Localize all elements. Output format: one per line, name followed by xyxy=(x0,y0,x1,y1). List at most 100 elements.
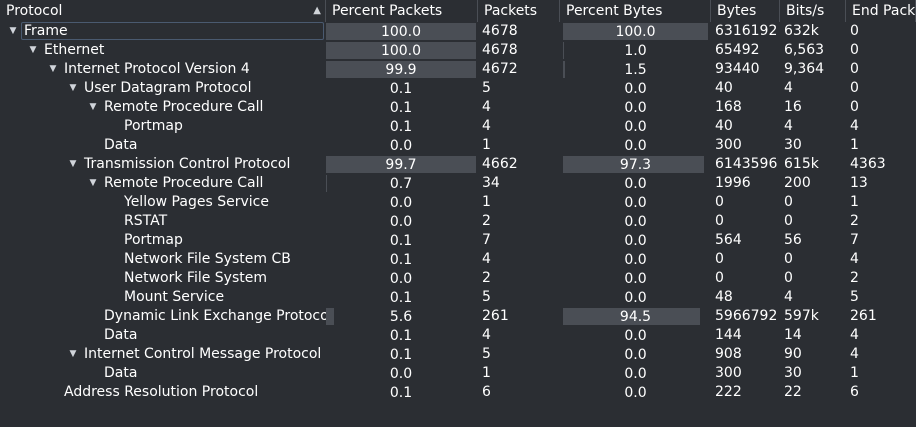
tree-row[interactable]: Mount Service 0.1 5 0.0 48 4 5 xyxy=(0,288,916,307)
column-header-protocol[interactable]: Protocol ▲ xyxy=(0,0,326,22)
protocol-cell[interactable]: Dynamic Link Exchange Protocol xyxy=(0,307,326,326)
protocol-cell[interactable]: ▼ Internet Protocol Version 4 xyxy=(0,60,326,79)
protocol-cell[interactable]: Address Resolution Protocol xyxy=(0,383,326,402)
bits-cell: 30 xyxy=(784,365,802,381)
bits-cell: 16 xyxy=(784,99,802,115)
protocol-cell[interactable]: Yellow Pages Service xyxy=(0,193,326,212)
protocol-name: User Datagram Protocol xyxy=(84,80,252,96)
column-header-packets[interactable]: Packets xyxy=(478,0,560,22)
end-packets-cell: 5 xyxy=(850,289,859,305)
end-packets-cell: 7 xyxy=(850,232,859,248)
percent-packets-bar-fill xyxy=(326,156,476,173)
percent-packets-cell: 0.7 xyxy=(326,174,478,193)
expand-arrow-icon[interactable]: ▼ xyxy=(89,102,97,112)
tree-row[interactable]: Network File System 0.0 2 0.0 0 0 2 xyxy=(0,269,916,288)
percent-bytes-cell: 0.0 xyxy=(563,193,714,212)
percent-packets-cell: 0.0 xyxy=(326,136,478,155)
protocol-cell[interactable]: Data xyxy=(0,364,326,383)
bytes-cell: 0 xyxy=(715,213,724,229)
end-packets-cell: 1 xyxy=(850,365,859,381)
percent-bytes-bar: 0.0 xyxy=(563,137,708,154)
expand-arrow-icon[interactable]: ▼ xyxy=(49,64,57,74)
tree-row[interactable]: Dynamic Link Exchange Protocol 5.6 261 94.5… xyxy=(0,307,916,326)
protocol-cell[interactable]: RSTAT xyxy=(0,212,326,231)
bits-cell: 632k xyxy=(784,23,819,39)
protocol-cell[interactable]: ▼ Ethernet xyxy=(0,41,326,60)
tree-row[interactable]: RSTAT 0.0 2 0.0 0 0 2 xyxy=(0,212,916,231)
column-header-end-packets[interactable]: End Packets xyxy=(846,0,916,22)
column-header-pct-packets[interactable]: Percent Packets xyxy=(326,0,478,22)
percent-bytes-value: 0.0 xyxy=(624,347,647,363)
tree-row[interactable]: Portmap 0.1 4 0.0 40 4 4 xyxy=(0,117,916,136)
protocol-cell[interactable]: ▼ Frame xyxy=(0,22,326,41)
packets-cell: 5 xyxy=(482,289,491,305)
percent-packets-value: 99.9 xyxy=(385,62,417,78)
percent-bytes-cell: 1.0 xyxy=(563,41,714,60)
tree-row[interactable]: Portmap 0.1 7 0.0 564 56 7 xyxy=(0,231,916,250)
end-packets-cell: 2 xyxy=(850,270,859,286)
tree-row[interactable]: Network File System CB 0.1 4 0.0 0 0 4 xyxy=(0,250,916,269)
tree-row[interactable]: ▼ Frame 100.0 4678 100.0 6316192 632k 0 xyxy=(0,22,916,41)
protocol-cell[interactable]: Mount Service xyxy=(0,288,326,307)
selection-highlight xyxy=(21,22,324,40)
protocol-cell[interactable]: Network File System CB xyxy=(0,250,326,269)
percent-packets-value: 0.1 xyxy=(389,385,413,401)
bits-cell: 4 xyxy=(784,80,793,96)
packets-cell: 4 xyxy=(482,99,491,115)
bytes-cell: 5966792 xyxy=(715,308,778,324)
expand-arrow-icon[interactable]: ▼ xyxy=(29,45,37,55)
percent-bytes-cell: 0.0 xyxy=(563,98,714,117)
percent-packets-value: 0.0 xyxy=(389,366,413,382)
tree-row[interactable]: Yellow Pages Service 0.0 1 0.0 0 0 1 xyxy=(0,193,916,212)
expand-arrow-icon[interactable]: ▼ xyxy=(69,349,77,359)
end-packets-cell: 1 xyxy=(850,194,859,210)
packets-cell: 1 xyxy=(482,365,491,381)
percent-bytes-cell: 0.0 xyxy=(563,269,714,288)
protocol-cell[interactable]: Network File System xyxy=(0,269,326,288)
column-header-bits[interactable]: Bits/s xyxy=(780,0,846,22)
tree-row[interactable]: ▼ Transmission Control Protocol 99.7 4662 97… xyxy=(0,155,916,174)
protocol-cell[interactable]: Portmap xyxy=(0,117,326,136)
end-packets-cell: 0 xyxy=(850,42,859,58)
tree-row[interactable]: ▼ Remote Procedure Call 0.1 4 0.0 168 16 0 xyxy=(0,98,916,117)
tree-row[interactable]: ▼ Remote Procedure Call 0.7 34 0.0 1996 200 13 xyxy=(0,174,916,193)
protocol-name: Internet Control Message Protocol xyxy=(84,346,322,362)
protocol-cell[interactable]: Data xyxy=(0,136,326,155)
packets-cell: 4678 xyxy=(482,23,518,39)
protocol-cell[interactable]: Data xyxy=(0,326,326,345)
percent-packets-cell: 0.1 xyxy=(326,326,478,345)
column-header-bytes[interactable]: Bytes xyxy=(711,0,780,22)
protocol-cell[interactable]: ▼ Remote Procedure Call xyxy=(0,98,326,117)
bits-cell: 4 xyxy=(784,118,793,134)
expand-arrow-icon[interactable]: ▼ xyxy=(89,178,97,188)
expand-arrow-icon[interactable]: ▼ xyxy=(9,26,17,36)
protocol-cell[interactable]: ▼ Remote Procedure Call xyxy=(0,174,326,193)
percent-bytes-bar: 0.0 xyxy=(563,327,708,344)
percent-bytes-cell: 0.0 xyxy=(563,174,714,193)
percent-packets-value: 5.6 xyxy=(389,309,413,325)
expand-arrow-icon[interactable]: ▼ xyxy=(69,159,77,169)
tree-row[interactable]: ▼ Ethernet 100.0 4678 1.0 65492 6,563 0 xyxy=(0,41,916,60)
percent-bytes-value: 0.0 xyxy=(624,214,647,230)
column-header-pct-bytes[interactable]: Percent Bytes xyxy=(560,0,711,22)
tree-row[interactable]: ▼ Internet Control Message Protocol 0.1 5 0.… xyxy=(0,345,916,364)
sort-ascending-icon[interactable]: ▲ xyxy=(313,5,321,16)
protocol-cell[interactable]: ▼ User Datagram Protocol xyxy=(0,79,326,98)
tree-row[interactable]: Data 0.0 1 0.0 300 30 1 xyxy=(0,364,916,383)
percent-bytes-value: 0.0 xyxy=(624,176,647,192)
tree-row[interactable]: ▼ User Datagram Protocol 0.1 5 0.0 40 4 0 xyxy=(0,79,916,98)
protocol-cell[interactable]: ▼ Internet Control Message Protocol xyxy=(0,345,326,364)
percent-bytes-value: 0.0 xyxy=(624,233,647,249)
tree-row[interactable]: Address Resolution Protocol 0.1 6 0.0 222 22 6 xyxy=(0,383,916,402)
expand-arrow-icon[interactable]: ▼ xyxy=(69,83,77,93)
tree-row[interactable]: Data 0.0 1 0.0 300 30 1 xyxy=(0,136,916,155)
protocol-cell[interactable]: Portmap xyxy=(0,231,326,250)
protocol-cell[interactable]: ▼ Transmission Control Protocol xyxy=(0,155,326,174)
percent-packets-value: 0.7 xyxy=(389,176,413,192)
packets-cell: 1 xyxy=(482,194,491,210)
bytes-cell: 300 xyxy=(715,365,742,381)
tree-row[interactable]: ▼ Internet Protocol Version 4 99.9 4672 1.5 9… xyxy=(0,60,916,79)
tree-row[interactable]: Data 0.1 4 0.0 144 14 4 xyxy=(0,326,916,345)
bytes-cell: 6316192 xyxy=(715,23,778,39)
